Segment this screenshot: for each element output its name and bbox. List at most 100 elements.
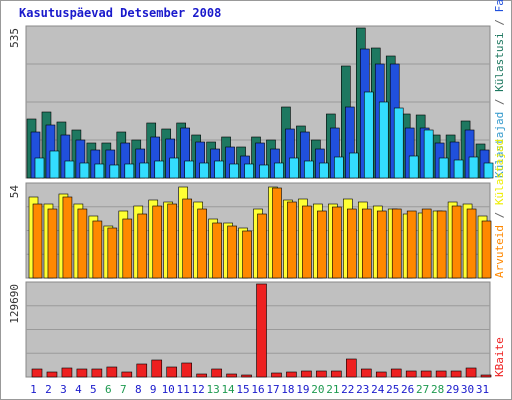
visits-bar — [289, 157, 299, 179]
kbytes-bar — [331, 370, 342, 378]
visits-bar — [408, 155, 419, 179]
kbytes-series-label: KBaite — [493, 337, 506, 377]
kbytes-ymax-label: 129690 — [8, 284, 21, 324]
kbytes-bar — [435, 370, 447, 378]
x-axis-labels: 1 2 3 4 5 6 7 8 9 10 11 12 13 14 15 16 17 18 19 20 21 22 23 24 2… — [30, 383, 489, 396]
visits-bar — [274, 162, 284, 179]
x-tick-label: 18 — [281, 383, 294, 396]
visits-bar — [393, 107, 404, 179]
visits-bar — [378, 101, 389, 179]
hosts-bar — [466, 208, 477, 279]
visits-bar — [304, 160, 314, 179]
visits-bar — [109, 164, 120, 179]
x-tick-label: 5 — [90, 383, 97, 396]
hosts-bar — [62, 196, 73, 279]
kbytes-bar — [91, 368, 103, 378]
hosts-bar — [92, 220, 103, 279]
kbytes-bar — [211, 368, 222, 378]
visits-bar — [214, 160, 224, 179]
kbytes-bar — [181, 362, 192, 378]
kbytes-bar — [241, 374, 252, 378]
x-tick-label: 21 — [326, 383, 339, 396]
x-tick-label: 15 — [236, 383, 249, 396]
chart-title: Kasutuspäevad Detsember 2008 — [19, 6, 221, 20]
hosts-bar — [287, 201, 297, 279]
x-tick-label: 30 — [461, 383, 474, 396]
hosts-bar — [182, 198, 192, 279]
hosts-bar — [406, 210, 417, 279]
visits-bar — [79, 162, 90, 179]
visits-series-label-part: Külastajad — [493, 112, 506, 178]
visits-bar — [423, 129, 434, 179]
kbytes-bar — [226, 373, 237, 378]
hosts-bar — [451, 205, 462, 279]
x-tick-label: 4 — [75, 383, 82, 396]
hosts-bar — [152, 205, 163, 279]
kbytes-bar — [405, 370, 417, 378]
hosts-bar — [167, 203, 178, 279]
kbytes-bar — [271, 372, 282, 378]
visits-bar — [334, 156, 344, 179]
visits-panel: 535 Külastajad / Külastusi / Faile / Pöör… — [8, 0, 506, 179]
x-tick-label: 3 — [60, 383, 67, 396]
x-tick-label: 1 — [30, 383, 37, 396]
chart-panels: 535 Külastajad / Külastusi / Faile / Pöör… — [8, 0, 506, 378]
visits-bar — [34, 157, 45, 179]
kbytes-bar — [390, 368, 402, 378]
visits-bar — [124, 163, 135, 179]
kbytes-bar — [196, 373, 207, 378]
hosts-bar — [197, 208, 207, 279]
x-tick-label: 2 — [45, 383, 52, 396]
kbytes-panel: 129690 KBaite — [8, 281, 506, 378]
hosts-bar — [421, 208, 432, 279]
x-tick-label: 17 — [266, 383, 279, 396]
kbytes-bar — [375, 371, 387, 378]
visits-bar — [363, 91, 374, 179]
kbytes-bar — [76, 368, 88, 378]
kbytes-bar — [166, 366, 178, 378]
visits-bar — [169, 157, 180, 179]
visits-series-2 — [34, 91, 494, 179]
visits-bar — [64, 160, 75, 179]
hosts-bar — [47, 208, 58, 279]
hosts-series-label: Arvuteid / Külastajad — [493, 139, 506, 278]
kbytes-bar — [360, 368, 372, 378]
visits-bar — [259, 164, 269, 179]
x-tick-label: 22 — [341, 383, 354, 396]
hosts-bar — [436, 210, 447, 279]
hosts-bar — [317, 210, 327, 279]
visits-bar — [453, 159, 464, 179]
visits-series-label-part: Faile — [493, 0, 506, 12]
hosts-bar — [391, 208, 402, 279]
kbytes-bar — [121, 371, 133, 378]
kbytes-bar — [256, 283, 267, 378]
hosts-bar — [242, 230, 252, 279]
x-tick-label: 11 — [177, 383, 190, 396]
visits-series-label-part: Külastusi — [493, 32, 506, 92]
x-tick-label: 19 — [296, 383, 309, 396]
visits-bar — [184, 160, 194, 179]
x-tick-label: 25 — [386, 383, 399, 396]
hosts-bar — [122, 218, 133, 279]
x-tick-label: 28 — [431, 383, 444, 396]
x-tick-label: 13 — [206, 383, 219, 396]
kbytes-series-label-part: KBaite — [493, 337, 506, 377]
hosts-series-label-part: Arvuteid — [493, 225, 506, 278]
hosts-bar — [212, 222, 222, 279]
kbytes-bar — [151, 359, 163, 378]
kbytes-bar — [46, 371, 58, 378]
kbytes-bar — [31, 368, 43, 378]
x-tick-label: 20 — [311, 383, 324, 396]
visits-bar — [349, 152, 359, 179]
hosts-series-label-part: / — [493, 205, 506, 225]
hosts-bar — [302, 205, 312, 279]
hosts-bar — [32, 203, 43, 279]
x-tick-label: 24 — [371, 383, 385, 396]
visits-bar — [244, 163, 254, 179]
visits-series-label-part: / — [493, 12, 506, 32]
kbytes-series-0 — [31, 283, 492, 378]
kbytes-bar — [346, 358, 357, 378]
kbytes-bar — [106, 366, 118, 378]
kbytes-bar — [480, 374, 492, 378]
